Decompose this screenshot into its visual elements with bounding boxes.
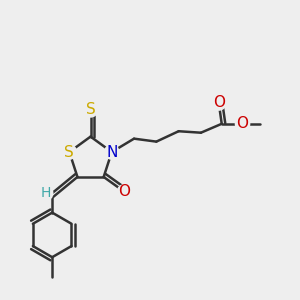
Circle shape xyxy=(236,117,250,131)
Text: O: O xyxy=(213,95,225,110)
Circle shape xyxy=(105,145,119,159)
Circle shape xyxy=(38,186,53,200)
Text: N: N xyxy=(106,145,117,160)
Circle shape xyxy=(117,185,132,199)
Circle shape xyxy=(83,103,98,117)
Circle shape xyxy=(62,145,76,159)
Circle shape xyxy=(212,96,226,110)
Text: O: O xyxy=(118,184,130,199)
Text: S: S xyxy=(86,102,95,117)
Text: S: S xyxy=(64,145,74,160)
Text: H: H xyxy=(40,186,51,200)
Text: O: O xyxy=(236,116,248,131)
